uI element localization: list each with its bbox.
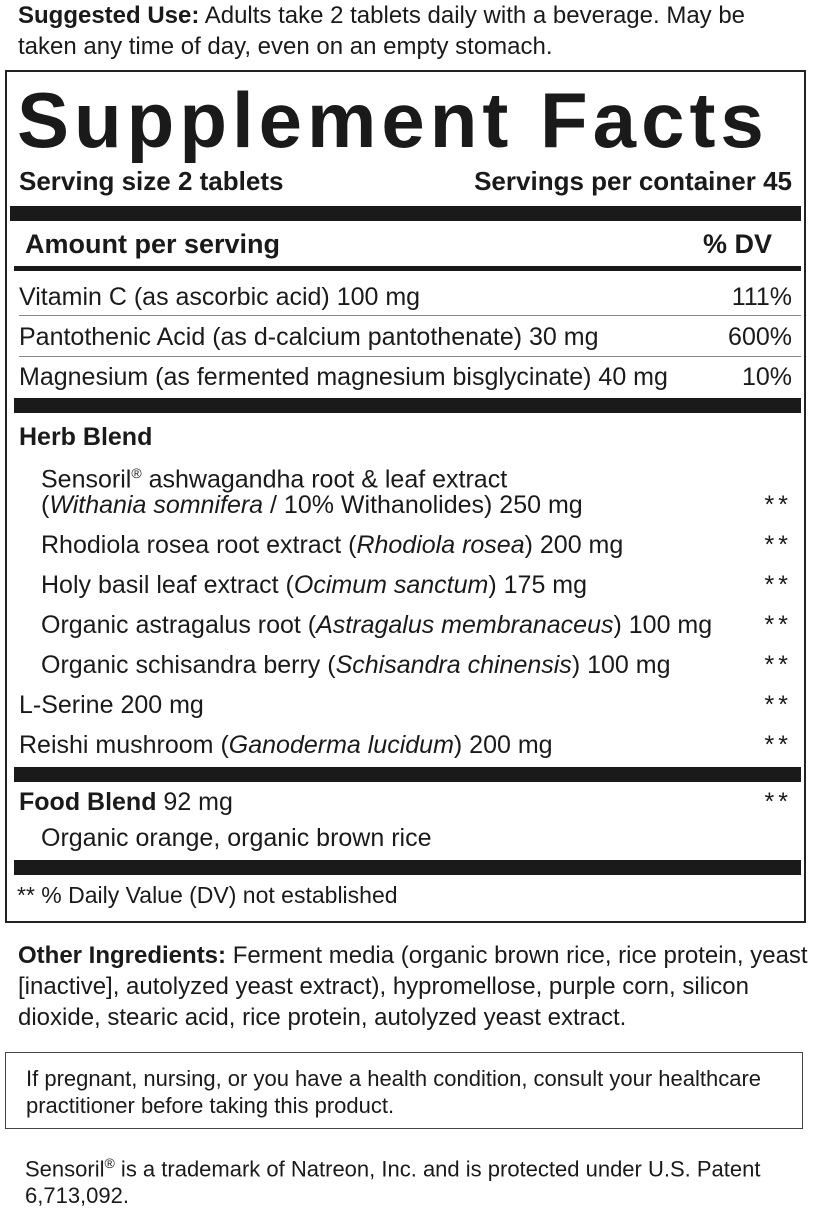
herb-text: ) 100 mg: [613, 611, 713, 639]
amount-per-serving-label: Amount per serving: [25, 229, 281, 259]
warning-box: If pregnant, nursing, or you have a heal…: [5, 1052, 803, 1129]
nutrient-row: Pantothenic Acid (as d-calcium pantothen…: [19, 322, 792, 352]
suggested-use-text: Adults take 2 tablets daily with a bever…: [18, 2, 746, 60]
food-blend-row: Food Blend 92 mg **: [19, 787, 792, 817]
divider-thick: [14, 860, 801, 875]
serving-info: Serving size 2 tablets Servings per cont…: [19, 166, 792, 196]
divider-thick: [10, 206, 801, 221]
ingredient-text: Reishi mushroom (: [19, 731, 229, 759]
herb-latin: Schisandra chinensis: [335, 651, 572, 679]
herb-dv: **: [764, 491, 792, 519]
food-blend-items-text: Organic orange, organic brown rice: [41, 824, 432, 852]
suggested-use-label: Suggested Use:: [18, 2, 200, 29]
nutrient-dv: 600%: [728, 323, 792, 351]
divider-thick: [14, 398, 801, 413]
registered-mark: ®: [104, 1155, 115, 1171]
ingredient-dv: **: [764, 731, 792, 759]
herb-item-line2: (Withania somnifera / 10% Withanolides) …: [19, 490, 792, 520]
ingredient-text: L-Serine 200 mg: [19, 691, 204, 719]
footnote: ** % Daily Value (DV) not established: [17, 880, 792, 910]
food-blend-dv: **: [764, 788, 792, 816]
herb-item: Holy basil leaf extract (Ocimum sanctum)…: [19, 570, 792, 600]
nutrient-dv: 10%: [741, 363, 792, 391]
divider-medium: [14, 266, 801, 271]
herb-dv: **: [764, 651, 792, 679]
herb-text: Organic astragalus root (: [41, 611, 317, 639]
ingredient-latin: Ganoderma lucidum: [228, 731, 454, 759]
herb-item: Organic astragalus root (Astragalus memb…: [19, 610, 792, 640]
serving-size: Serving size 2 tablets: [19, 166, 284, 196]
other-ingredients-text: Ferment media (organic brown rice, rice …: [18, 942, 808, 1031]
food-blend-label: Food Blend: [19, 788, 157, 816]
herb-text: (: [41, 491, 50, 519]
ingredient-dv: **: [764, 691, 792, 719]
other-ingredients: Other Ingredients: Ferment media (organi…: [18, 940, 808, 1033]
herb-text: ) 175 mg: [488, 571, 588, 599]
divider-thin: [19, 356, 801, 357]
herb-item: Rhodiola rosea root extract (Rhodiola ro…: [19, 530, 792, 560]
nutrient-name: Magnesium (as fermented magnesium bisgly…: [19, 363, 668, 391]
herb-latin: Rhodiola rosea: [356, 531, 525, 559]
panel-title: Supplement Facts: [17, 76, 769, 164]
nutrient-name: Pantothenic Acid (as d-calcium pantothen…: [19, 323, 599, 351]
food-blend-items: Organic orange, organic brown rice: [19, 823, 792, 853]
divider-thick: [14, 767, 801, 782]
other-ingredients-label: Other Ingredients:: [18, 942, 227, 969]
herb-item: Organic schisandra berry (Schisandra chi…: [19, 650, 792, 680]
herb-desc: ashwagandha root & leaf extract: [141, 465, 508, 494]
herb-latin: Withania somnifera: [49, 491, 264, 519]
herb-dv: **: [764, 571, 792, 599]
footnote-text: ** % Daily Value (DV) not established: [17, 882, 398, 908]
warning-text: If pregnant, nursing, or you have a heal…: [26, 1066, 762, 1118]
food-blend-amount: 92 mg: [156, 788, 233, 816]
nutrient-name: Vitamin C (as ascorbic acid) 100 mg: [19, 283, 421, 311]
registered-mark: ®: [131, 465, 142, 481]
trademark-text: is a trademark of Natreon, Inc. and is p…: [25, 1156, 761, 1209]
nutrient-row: Magnesium (as fermented magnesium bisgly…: [19, 362, 792, 392]
herb-dv: **: [764, 531, 792, 559]
herb-blend-title: Herb Blend: [19, 422, 792, 452]
divider-thin: [19, 315, 801, 316]
nutrient-row: Vitamin C (as ascorbic acid) 100 mg 111%: [19, 282, 792, 312]
suggested-use: Suggested Use: Adults take 2 tablets dai…: [18, 0, 808, 62]
herb-text: ) 100 mg: [571, 651, 671, 679]
herb-text: Holy basil leaf extract (: [41, 571, 294, 599]
herb-latin: Astragalus membranaceus: [316, 611, 614, 639]
herb-text: / 10% Withanolides) 250 mg: [263, 491, 583, 519]
amount-header: Amount per serving % DV: [19, 229, 792, 259]
herb-item: Sensoril® ashwagandha root & leaf extrac…: [19, 458, 792, 494]
ingredient-text: ) 200 mg: [453, 731, 553, 759]
herb-dv: **: [764, 611, 792, 639]
herb-blend-label: Herb Blend: [19, 423, 153, 451]
trademark-notice: Sensoril® is a trademark of Natreon, Inc…: [25, 1150, 805, 1209]
herb-name: Sensoril: [41, 465, 132, 494]
dv-header: % DV: [702, 229, 772, 259]
trademark-text: Sensoril: [25, 1156, 105, 1182]
herb-text: Organic schisandra berry (: [41, 651, 336, 679]
l-serine-row: L-Serine 200 mg **: [19, 690, 792, 720]
servings-per-container: Servings per container 45: [474, 166, 792, 196]
supplement-facts-panel: Supplement Facts Serving size 2 tablets …: [5, 70, 806, 923]
herb-text: ) 200 mg: [524, 531, 624, 559]
nutrient-dv: 111%: [731, 283, 792, 311]
herb-text: Rhodiola rosea root extract (: [41, 531, 357, 559]
herb-latin: Ocimum sanctum: [293, 571, 489, 599]
reishi-row: Reishi mushroom (Ganoderma lucidum) 200 …: [19, 730, 792, 760]
